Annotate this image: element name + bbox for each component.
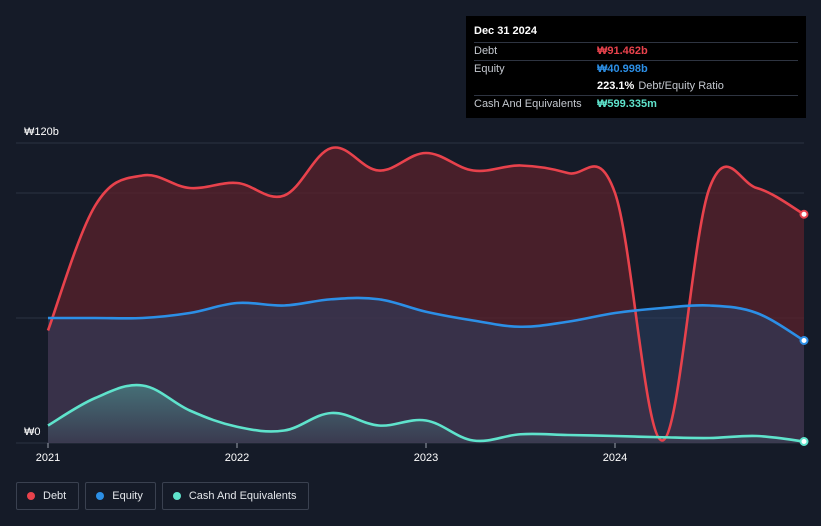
line-debt bbox=[46, 146, 805, 442]
legend-item-equity[interactable]: Equity bbox=[85, 482, 156, 510]
x-tick-label: 2022 bbox=[225, 452, 249, 464]
y-tick-label: ₩120b bbox=[24, 126, 59, 138]
tooltip-row-ratio: 223.1% Debt/Equity Ratio bbox=[474, 78, 798, 95]
tooltip-value: ₩91.462b bbox=[597, 45, 648, 57]
x-tick-label: 2023 bbox=[414, 452, 438, 464]
legend: Debt Equity Cash And Equivalents bbox=[16, 482, 310, 510]
tooltip-value: ₩599.335m bbox=[597, 98, 657, 110]
x-axis-tick-labels: 2021 2022 2023 2024 bbox=[36, 443, 627, 464]
tooltip-ratio-caption: Debt/Equity Ratio bbox=[638, 80, 724, 92]
tooltip-row-equity: Equity ₩40.998b bbox=[474, 60, 798, 78]
y-axis-tick-labels: ₩120b ₩0 bbox=[24, 126, 59, 438]
tooltip-row-cash: Cash And Equivalents ₩599.335m bbox=[474, 95, 798, 113]
tooltip-row-debt: Debt ₩91.462b bbox=[474, 42, 798, 60]
line-cash-and-equivalents bbox=[47, 383, 805, 443]
endpoint-equity bbox=[799, 336, 809, 345]
x-tick-label: 2021 bbox=[36, 452, 60, 464]
endpoint-debt bbox=[799, 209, 809, 219]
tooltip-label: Equity bbox=[474, 63, 505, 75]
legend-dot-icon bbox=[172, 492, 181, 500]
legend-item-debt[interactable]: Debt bbox=[16, 482, 80, 510]
tooltip-panel: Dec 31 2024 Debt ₩91.462b Equity ₩40.998… bbox=[466, 16, 806, 118]
legend-label: Cash And Equivalents bbox=[188, 490, 297, 502]
tooltip-value: ₩40.998b bbox=[597, 63, 648, 75]
legend-label: Equity bbox=[112, 490, 143, 502]
tooltip-label bbox=[474, 78, 597, 95]
area-cash-and-equivalents bbox=[48, 385, 804, 443]
series-endpoints bbox=[799, 209, 809, 446]
legend-dot-icon bbox=[96, 492, 105, 500]
tooltip-label: Cash And Equivalents bbox=[474, 98, 582, 110]
area-equity bbox=[48, 297, 804, 443]
x-tick-label: 2024 bbox=[603, 452, 627, 464]
endpoint-cash-and-equivalents bbox=[799, 437, 809, 446]
y-tick-label: ₩0 bbox=[24, 426, 41, 438]
series-areas bbox=[48, 147, 804, 443]
legend-item-cash-and-equivalents[interactable]: Cash And Equivalents bbox=[161, 482, 310, 510]
line-equity bbox=[48, 296, 805, 342]
tooltip-date: Dec 31 2024 bbox=[474, 25, 537, 37]
tooltip-value: 223.1% bbox=[597, 80, 635, 92]
series-lines bbox=[46, 146, 805, 443]
tooltip-label: Debt bbox=[474, 45, 498, 57]
legend-label: Debt bbox=[43, 490, 67, 502]
legend-dot-icon bbox=[27, 492, 35, 500]
